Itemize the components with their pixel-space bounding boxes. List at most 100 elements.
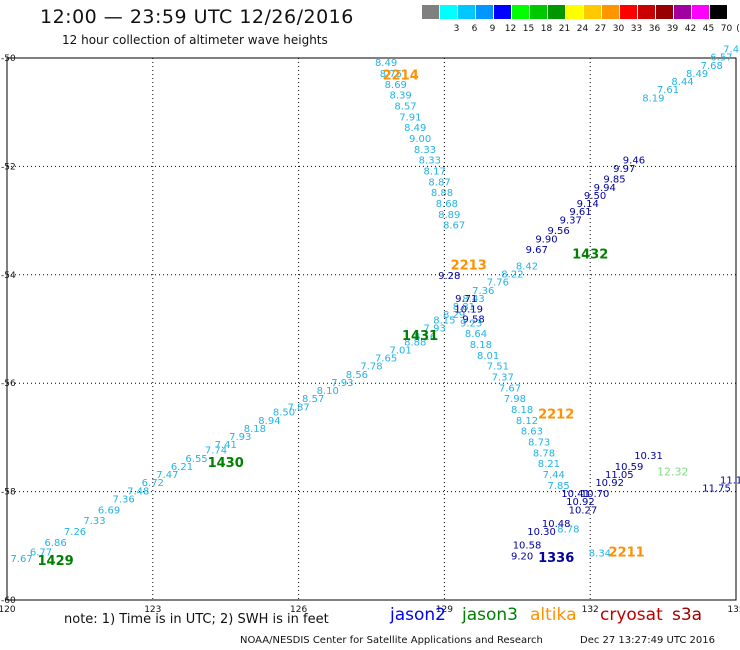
wave-height-value: 11.75 (702, 484, 731, 495)
pass-label: 1429 (38, 554, 74, 569)
wave-height-value: 10.59 (615, 462, 644, 473)
wave-height-value: 11.1 (720, 475, 740, 486)
wave-height-value: 8.34 (589, 549, 611, 560)
wave-height-value: 8.50 (273, 408, 295, 419)
pass-label: 2214 (383, 69, 419, 84)
legend-label: 45 (702, 24, 715, 34)
lon-tick-label: 132 (582, 605, 599, 615)
wave-height-value: 10.31 (634, 451, 663, 462)
wave-height-value: 10.58 (513, 541, 542, 552)
wave-height-value: 8.18 (470, 340, 492, 351)
legend-label: 39 (666, 24, 679, 34)
lat-tick-label: -52 (1, 162, 16, 172)
wave-height-value: 8.49 (686, 69, 708, 80)
wave-height-value: 8.18 (244, 424, 266, 435)
legend-swatch (620, 5, 637, 19)
footer-credit: NOAA/NESDIS Center for Satellite Applica… (240, 635, 543, 646)
satellite-name: jason3 (462, 605, 518, 625)
lon-tick-label: 120 (0, 605, 16, 615)
lon-tick-label: 126 (290, 605, 307, 615)
wave-height-value: 10.92 (595, 478, 624, 489)
wave-height-value: 8.29 (443, 310, 465, 321)
wave-height-value: 7.67 (499, 383, 521, 394)
wave-height-value: 7.47 (156, 470, 178, 481)
wave-height-value: 8.39 (390, 91, 412, 102)
wave-height-value: 8.75 (380, 69, 402, 80)
legend-unit: (ft) (736, 24, 740, 34)
lat-tick-label: -50 (1, 54, 16, 64)
wave-height-value: 7.01 (390, 345, 412, 356)
wave-height-value: 8.63 (521, 427, 543, 438)
wave-height-value: 7.85 (547, 481, 569, 492)
wave-height-value: 6.77 (30, 548, 52, 559)
wave-height-value: 9.14 (577, 199, 599, 210)
legend-label: 30 (612, 24, 625, 34)
wave-height-value: 8.22 (501, 270, 523, 281)
wave-height-value: 8.18 (511, 405, 533, 416)
wave-height-value: 8.64 (465, 329, 487, 340)
wave-height-value: 6.57 (710, 53, 732, 64)
pass-label: 12.32 (657, 465, 689, 478)
wave-height-value: 9.90 (535, 234, 557, 245)
wave-height-value: 8.87 (428, 177, 450, 188)
wave-height-value: 11.05 (605, 470, 634, 481)
wave-height-value: 8.49 (375, 58, 397, 69)
wave-height-value: 6.72 (142, 478, 164, 489)
wave-height-value: 8.49 (404, 123, 426, 134)
legend-swatch (476, 5, 493, 19)
satellite-name: cryosat (600, 605, 663, 625)
wave-height-value: 10.19 (454, 305, 483, 316)
wave-height-value: 6.69 (98, 505, 120, 516)
wave-height-value: 7.74 (205, 446, 227, 457)
legend-label: 42 (684, 24, 697, 34)
wave-height-value: 10.41 (561, 489, 590, 500)
wave-height-value: 9.97 (613, 164, 635, 175)
page-title: 12:00 — 23:59 UTC 12/26/2016 (40, 6, 354, 28)
legend-swatch (422, 5, 439, 19)
wave-height-value: 8.68 (436, 199, 458, 210)
wave-height-value: 7.37 (492, 372, 514, 383)
wave-height-value: 10.70 (581, 489, 610, 500)
wave-height-value: 7.36 (113, 494, 135, 505)
footer-note: note: 1) Time is in UTC; 2) SWH is in fe… (64, 612, 329, 627)
wave-height-value: 7.36 (472, 286, 494, 297)
wave-height-value: 8.57 (394, 101, 416, 112)
wave-height-value: 10.27 (569, 505, 598, 516)
wave-height-value: 8.42 (516, 261, 538, 272)
pass-label: 2212 (538, 407, 574, 422)
wave-height-value: 8.57 (302, 394, 324, 405)
wave-height-value: 7.26 (64, 527, 86, 538)
legend-swatch (494, 5, 511, 19)
wave-height-value: 8.21 (538, 459, 560, 470)
pass-label: 1336 (538, 551, 574, 566)
wave-height-value: 9.67 (526, 245, 548, 256)
wave-height-value: 6.55 (185, 454, 207, 465)
lat-tick-label: -58 (1, 488, 16, 498)
wave-height-value: 7.87 (287, 402, 309, 413)
legend-swatch (674, 5, 691, 19)
wave-height-value: 8.17 (424, 167, 446, 178)
wave-height-value: 7.93 (229, 432, 251, 443)
legend-swatch (638, 5, 655, 19)
wave-height-value: 7.41 (215, 440, 237, 451)
map-frame (6, 57, 737, 601)
wave-height-value: 8.12 (516, 416, 538, 427)
wave-height-value: 8.33 (414, 145, 436, 156)
lon-tick-label: 135 (727, 605, 740, 615)
wave-height-value: 8.19 (642, 93, 664, 104)
wave-height-value: 6.86 (44, 538, 66, 549)
legend-label: 3 (453, 24, 460, 34)
legend-label: 36 (648, 24, 661, 34)
wave-height-value: 8.44 (671, 77, 693, 88)
wave-height-value: 9.58 (462, 314, 484, 325)
wave-height-value: 7.93 (331, 378, 353, 389)
wave-height-value: 7.4 (723, 45, 739, 56)
pass-label: 1431 (402, 329, 438, 344)
wave-height-value: 8.10 (317, 386, 339, 397)
lat-tick-label: -60 (1, 596, 16, 606)
wave-height-value: 8.16 (414, 332, 436, 343)
footer-timestamp: Dec 27 13:27:49 UTC 2016 (580, 635, 715, 646)
wave-height-value: 10.30 (527, 527, 556, 538)
legend-swatch (440, 5, 457, 19)
